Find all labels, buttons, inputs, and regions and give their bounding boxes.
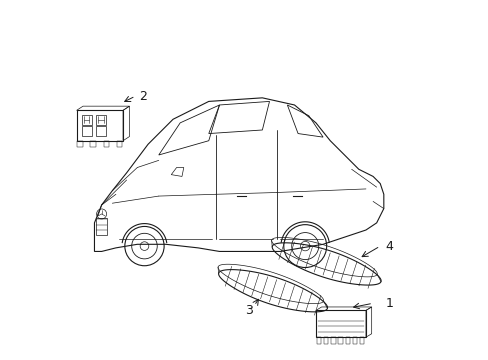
Bar (345, 337, 349, 343)
Text: 1: 1 (385, 297, 393, 310)
Bar (82, 114, 92, 125)
Bar (116, 141, 122, 147)
Bar (359, 337, 364, 343)
Bar (77, 111, 123, 141)
Bar (338, 337, 342, 343)
Bar (352, 337, 356, 343)
Bar (103, 141, 109, 147)
Bar (96, 114, 106, 125)
Text: 2: 2 (139, 90, 147, 103)
Bar (331, 337, 335, 343)
Bar (324, 337, 328, 343)
Bar (90, 141, 96, 147)
Bar (316, 337, 321, 343)
Text: 4: 4 (385, 240, 393, 253)
Text: 3: 3 (245, 304, 253, 317)
Bar (77, 141, 82, 147)
Bar (315, 310, 365, 337)
Bar (82, 126, 92, 136)
Bar (96, 126, 106, 136)
